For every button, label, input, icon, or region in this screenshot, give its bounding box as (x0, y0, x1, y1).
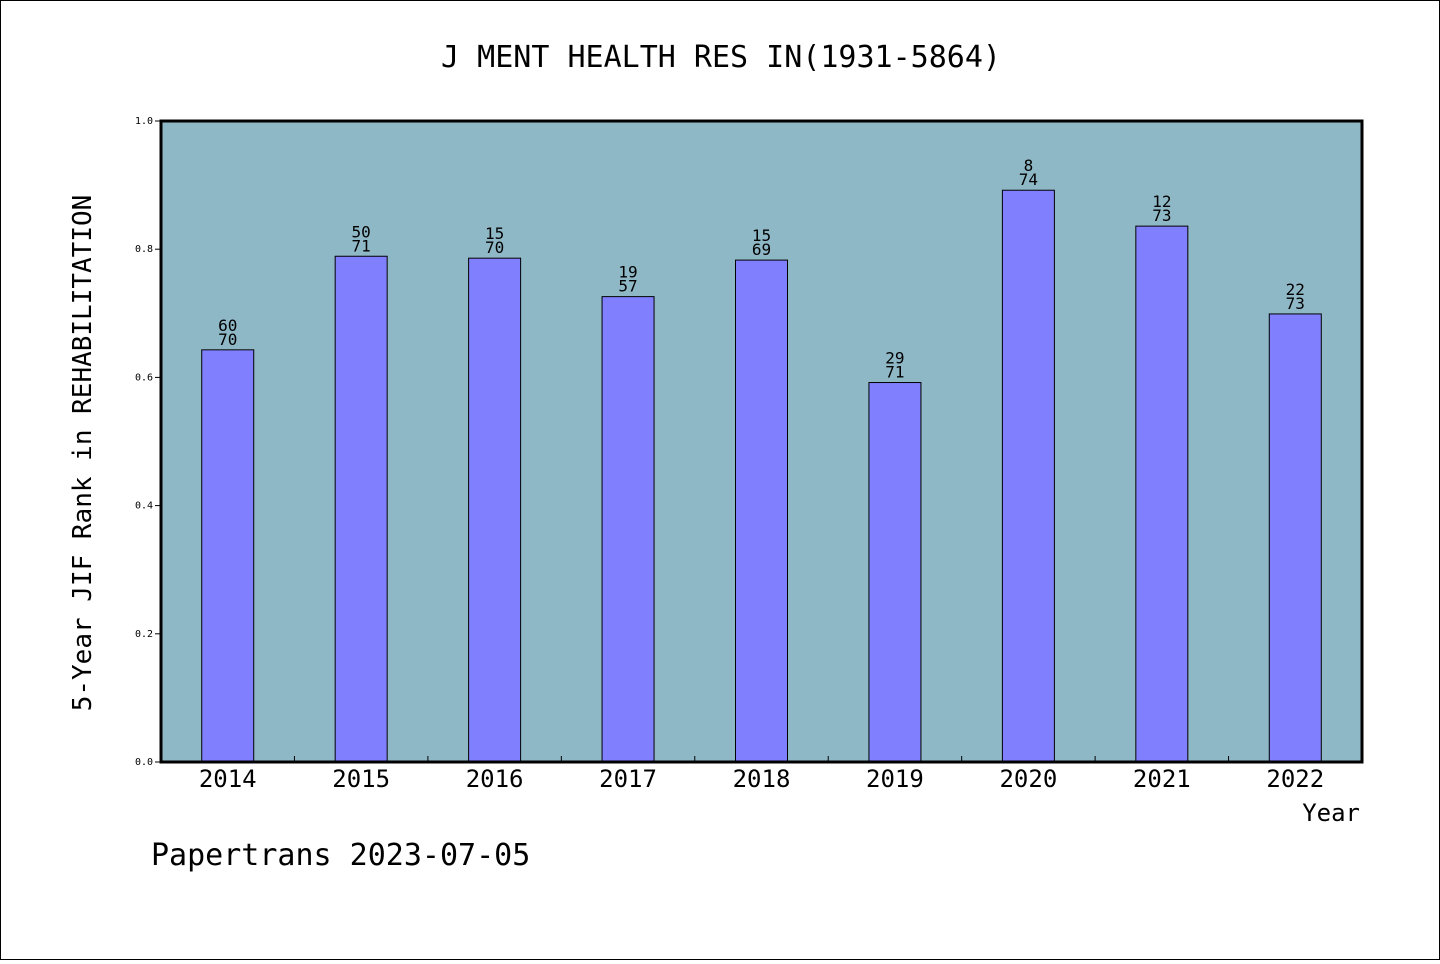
bar-label-rank: 22 (1286, 280, 1305, 299)
chart-title: J MENT HEALTH RES IN(1931-5864) (441, 40, 1001, 75)
bars (201, 189, 1322, 763)
bar-label-total: 71 (352, 236, 371, 255)
bar-label-rank: 50 (352, 222, 371, 241)
x-tick-label: 2014 (199, 765, 257, 793)
bar-label-rank: 8 (1024, 156, 1034, 175)
bar-label-total: 57 (618, 277, 637, 296)
x-axis-label: Year (1302, 799, 1360, 827)
bar-2020 (1001, 189, 1055, 763)
bar-label-total: 70 (218, 330, 237, 349)
x-tick-label: 2021 (1133, 765, 1191, 793)
bar-2015 (334, 255, 388, 763)
x-tick-label: 2019 (866, 765, 924, 793)
x-axis-ticks: 2014 2015 2016 2017 2018 2019 2020 2021 2022 (199, 756, 1324, 793)
bar-2018 (735, 259, 788, 763)
y-axis-label: 5-Year JIF Rank in REHABILITATION (68, 195, 98, 712)
bar-2019 (868, 382, 922, 763)
x-tick-label: 2017 (599, 765, 657, 793)
x-tick-label: 2018 (733, 765, 791, 793)
bar-2014 (201, 349, 255, 763)
bar-label-total: 70 (485, 238, 504, 257)
bar-label-rank: 15 (752, 226, 771, 245)
y-tick-label: 0.6 (135, 372, 153, 383)
plot-border (159, 119, 1364, 764)
y-tick-label: 0.8 (135, 244, 153, 255)
bar-label-total: 71 (885, 363, 904, 382)
bar-label-total: 73 (1152, 206, 1171, 225)
y-tick-label: 1.0 (135, 116, 153, 127)
bar-2021 (1135, 225, 1189, 763)
bar-label-total: 69 (752, 240, 771, 259)
bar-label-rank: 29 (885, 349, 904, 368)
bar-2017 (601, 296, 655, 763)
bar-2016 (468, 257, 522, 763)
y-tick-label: 0.2 (135, 629, 153, 640)
bar-label-total: 73 (1286, 294, 1305, 313)
x-tick-label: 2015 (332, 765, 390, 793)
footer-credit: Papertrans 2023-07-05 (151, 838, 530, 873)
bar-label-rank: 60 (218, 316, 237, 335)
bar-label-rank: 12 (1152, 192, 1171, 211)
bar-2022 (1268, 313, 1322, 763)
y-tick-label: 0.4 (135, 501, 153, 512)
y-axis-ticks: 0.0 0.2 0.4 0.6 0.8 1.0 (135, 116, 161, 768)
y-tick-label: 0.0 (135, 757, 153, 768)
x-tick-label: 2016 (466, 765, 524, 793)
bar-label-total: 74 (1019, 170, 1038, 189)
bar-label-rank: 15 (485, 224, 504, 243)
x-tick-label: 2022 (1266, 765, 1324, 793)
x-tick-label: 2020 (999, 765, 1057, 793)
bar-label-rank: 19 (618, 263, 637, 282)
